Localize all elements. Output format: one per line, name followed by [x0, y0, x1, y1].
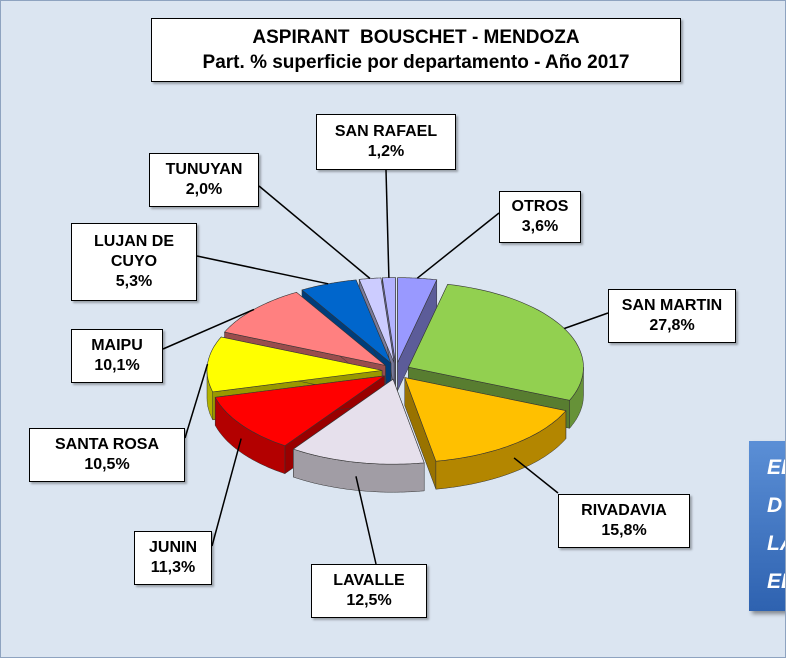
category-label: JUNIN	[148, 539, 197, 556]
data-label: LUJAN DE CUYO 5,3%	[71, 223, 197, 301]
leader-line	[416, 212, 500, 279]
category-label: LUJAN DE CUYO	[93, 233, 174, 270]
slice	[358, 277, 395, 363]
leader-line	[385, 169, 390, 278]
category-label: OTROS	[511, 198, 569, 215]
chart-title: ASPIRANT BOUSCHET - MENDOZA	[252, 27, 580, 48]
value-label: 15,8%	[601, 522, 647, 539]
slice	[408, 283, 584, 401]
slice	[404, 377, 567, 462]
category-label: SAN RAFAEL	[334, 123, 438, 140]
value-label: 11,3%	[150, 559, 196, 576]
data-label: SAN MARTIN 27,8%	[608, 289, 736, 343]
leader-line	[211, 438, 242, 547]
category-label: TUNUYAN	[165, 161, 243, 178]
data-label: SANTA ROSA 10,5%	[29, 428, 185, 482]
value-label: 3,6%	[521, 218, 559, 235]
category-label: MAIPU	[91, 337, 143, 354]
value-label: 27,8%	[649, 317, 695, 334]
annotation-line: LA	[767, 532, 785, 555]
leader-line	[355, 476, 377, 565]
slice	[292, 378, 425, 465]
data-label: TUNUYAN 2,0%	[149, 153, 259, 207]
category-label: LAVALLE	[333, 572, 405, 589]
annotation-line: D	[767, 494, 783, 517]
slice	[397, 277, 438, 363]
value-label: 5,3%	[115, 273, 153, 290]
leader-line	[196, 255, 329, 285]
data-label: JUNIN 11,3%	[134, 531, 212, 585]
data-label: SAN RAFAEL 1,2%	[316, 114, 456, 170]
value-label: 1,2%	[367, 143, 405, 160]
leader-line	[184, 363, 209, 439]
value-label: 10,5%	[84, 456, 130, 473]
annotation-box: EL D LA EL	[749, 441, 785, 611]
value-label: 12,5%	[346, 592, 392, 609]
annotation-line: EL	[767, 570, 785, 593]
leader-line	[564, 312, 609, 330]
data-label: RIVADAVIA 15,8%	[558, 494, 690, 548]
slice	[381, 277, 396, 363]
data-label: LAVALLE 12,5%	[311, 564, 427, 618]
title-box: ASPIRANT BOUSCHET - MENDOZA Part. % supe…	[151, 18, 681, 82]
value-label: 2,0%	[185, 181, 223, 198]
annotation-line: EL	[767, 456, 785, 479]
data-label: MAIPU 10,1%	[71, 329, 163, 383]
leader-line	[513, 457, 559, 494]
slice	[206, 336, 383, 393]
category-label: RIVADAVIA	[581, 502, 667, 519]
leader-line	[162, 308, 255, 350]
slice	[214, 375, 385, 447]
chart-subtitle: Part. % superficie por departamento - Añ…	[202, 52, 630, 73]
data-label: OTROS 3,6%	[499, 191, 581, 243]
category-label: SAN MARTIN	[621, 297, 723, 314]
value-label: 10,1%	[94, 357, 140, 374]
leader-line	[258, 185, 371, 280]
category-label: SANTA ROSA	[55, 436, 159, 453]
